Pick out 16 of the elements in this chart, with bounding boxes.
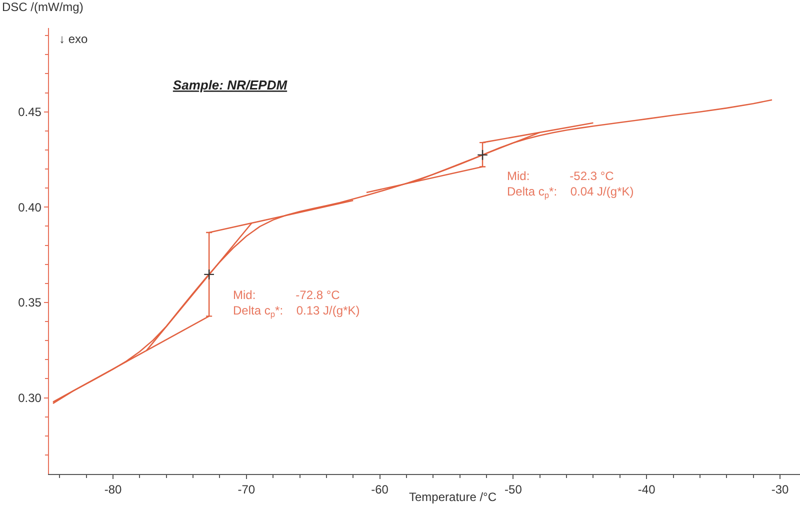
x-axis-title: Temperature /°C <box>409 490 497 504</box>
x-tick-label: -40 <box>638 482 656 496</box>
x-tick-label: -80 <box>104 482 122 496</box>
text: Sample: NR/EPDM <box>172 78 288 93</box>
annotation: ↓ exo <box>59 32 88 46</box>
y-axis-title: DSC /(mW/mg) <box>2 0 84 14</box>
annotation: Mid: -52.3 °C Delta c$_{p}$*: 0.04 J/(g*K) <box>507 169 634 200</box>
x-tick-label: -50 <box>504 482 522 496</box>
x-tick-label: -60 <box>371 482 389 496</box>
annotation: Mid: -72.8 °C Delta c$_{p}$*: 0.13 J/(g*K) <box>233 288 360 320</box>
y-tick-label: 0.30 <box>18 390 42 405</box>
y-tick-label: 0.45 <box>18 105 42 120</box>
x-tick-label: -30 <box>771 482 789 496</box>
y-tick-label: 0.35 <box>18 296 42 310</box>
y-tick-label: 0.40 <box>18 200 42 214</box>
x-tick-label: -70 <box>238 482 256 496</box>
